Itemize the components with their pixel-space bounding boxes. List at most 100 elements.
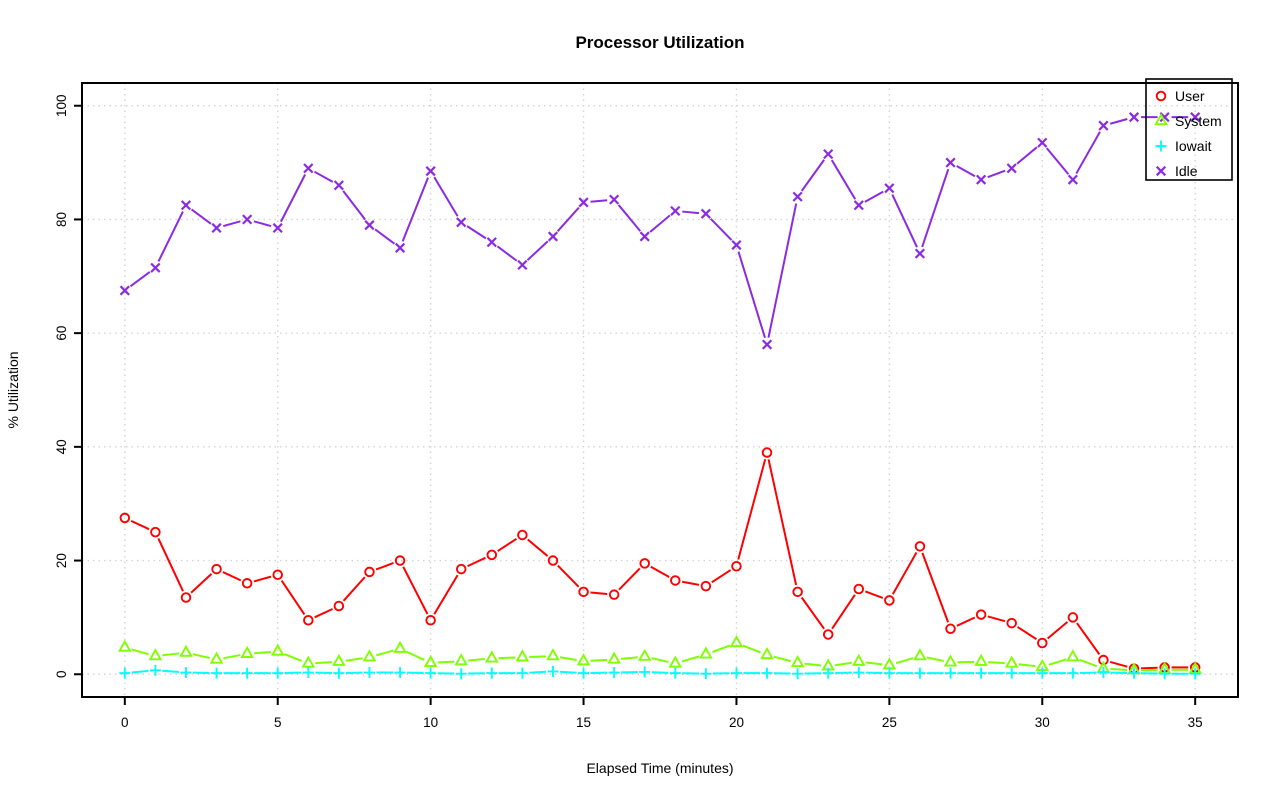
series-segment	[710, 218, 733, 241]
triangle-marker	[668, 655, 683, 668]
triangle-marker	[332, 653, 346, 666]
y-tick-label: 100	[54, 94, 69, 117]
series-segment	[190, 208, 212, 225]
series-segment	[711, 569, 732, 584]
series-segment	[131, 669, 149, 674]
series-segment	[1109, 660, 1128, 668]
series-segment	[1140, 666, 1158, 670]
triangle-marker	[423, 654, 438, 668]
series-segment	[650, 565, 670, 578]
series-segment	[526, 240, 549, 261]
series-segment	[162, 652, 180, 657]
series-segment	[864, 590, 884, 599]
plus-marker	[1128, 667, 1140, 679]
series-segment	[800, 596, 825, 630]
circle-marker	[211, 563, 222, 575]
series-segment	[891, 194, 918, 248]
series-segment	[405, 650, 425, 661]
circle-marker	[670, 575, 681, 586]
y-axis-label: % Utilization	[5, 351, 21, 428]
circle-marker	[884, 595, 895, 606]
series-segment	[190, 573, 213, 594]
series-segment	[621, 656, 638, 660]
circle-marker	[1067, 612, 1079, 623]
x-tick-label: 15	[576, 715, 591, 730]
x-marker	[119, 285, 130, 296]
series-segment	[254, 651, 271, 655]
x-tick-label: 10	[423, 715, 438, 730]
triangle-marker	[179, 644, 193, 657]
plus-marker	[302, 667, 314, 679]
x-marker	[761, 339, 773, 350]
y-tick-label: 20	[54, 553, 69, 568]
plus-marker	[730, 667, 742, 679]
triangle-marker	[699, 646, 713, 659]
x-marker	[1067, 174, 1078, 185]
series-segment	[865, 661, 883, 666]
x-marker	[547, 231, 559, 242]
series-segment	[280, 174, 307, 223]
plus-marker	[363, 667, 375, 679]
plus-marker	[516, 667, 528, 679]
circle-marker	[455, 563, 467, 575]
series-segment	[314, 608, 333, 619]
x-marker	[1190, 112, 1201, 123]
circle-marker	[731, 560, 742, 572]
plus-marker	[578, 667, 590, 679]
series-segment	[773, 655, 792, 663]
x-tick-label: 0	[121, 715, 129, 730]
plus-marker	[700, 668, 712, 680]
series-segment	[617, 204, 642, 232]
x-marker	[211, 222, 222, 234]
series-segment	[559, 656, 577, 662]
series-layer	[117, 112, 1203, 680]
series-segment	[468, 657, 485, 662]
series-segment	[402, 566, 429, 615]
circle-marker	[241, 578, 253, 589]
series-segment	[1016, 146, 1038, 165]
grid-layer	[82, 83, 1238, 697]
series-segment	[283, 653, 303, 662]
x-tick-label: 25	[882, 715, 897, 730]
circle-marker	[822, 629, 834, 640]
series-segment	[1018, 663, 1036, 668]
plus-marker	[822, 667, 834, 679]
series-segment	[864, 190, 884, 203]
series-segment	[342, 190, 366, 221]
triangle-marker	[301, 655, 316, 668]
circle-marker	[180, 592, 192, 603]
triangle-marker	[270, 643, 285, 656]
x-marker	[1098, 120, 1109, 131]
x-marker	[303, 163, 314, 174]
series-segment	[129, 271, 151, 288]
x-tick-label: 30	[1035, 715, 1050, 730]
x-marker	[1155, 165, 1167, 177]
series-segment	[559, 670, 577, 674]
series-segment	[742, 644, 761, 654]
circle-marker	[364, 566, 375, 578]
series-segment	[830, 159, 857, 200]
legend-box	[1145, 78, 1233, 181]
plus-marker	[149, 664, 161, 676]
series-segment	[921, 552, 950, 623]
x-marker	[670, 205, 681, 216]
circle-marker	[975, 609, 987, 620]
series-segment	[313, 170, 334, 183]
x-marker	[394, 242, 406, 253]
triangle-marker	[1004, 655, 1019, 668]
axis-tick-labels: 0 5 10 15 20 25 30 35 0 20 40 60 80 100	[54, 94, 1203, 730]
x-marker	[180, 200, 192, 211]
circle-marker	[394, 555, 406, 566]
legend-label-system: System	[1175, 113, 1222, 129]
series-segment	[253, 220, 272, 228]
circle-marker	[303, 615, 314, 626]
x-marker	[517, 259, 528, 271]
plus-marker	[241, 667, 253, 679]
x-marker	[823, 148, 834, 160]
series-segment	[767, 459, 798, 586]
series-segment	[1045, 147, 1070, 175]
series-segment	[1076, 622, 1101, 655]
plus-marker	[669, 667, 681, 679]
plus-marker	[547, 665, 559, 677]
